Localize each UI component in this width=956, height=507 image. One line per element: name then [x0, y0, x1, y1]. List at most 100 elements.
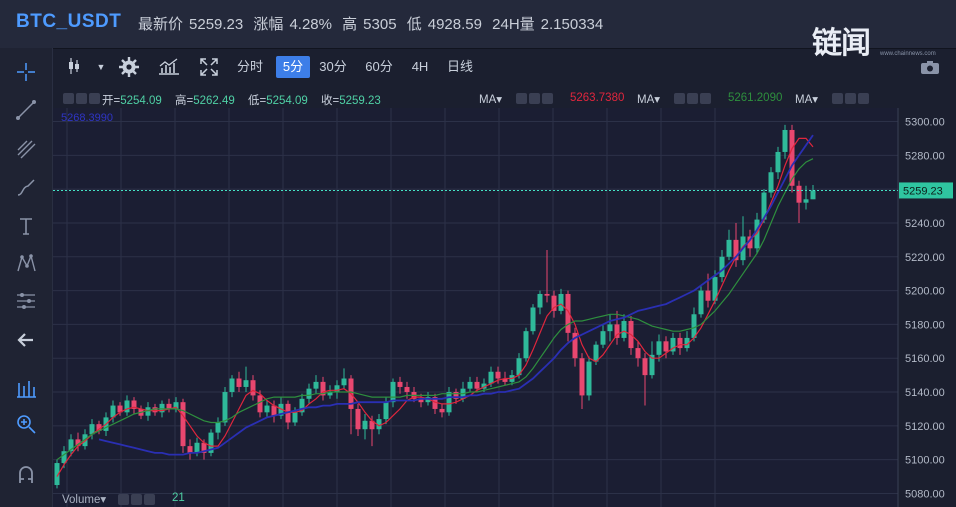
zoom-icon[interactable] [14, 412, 38, 436]
ma2-eye-icon[interactable] [674, 93, 685, 104]
candle-body [572, 332, 578, 359]
plot-background [53, 108, 898, 507]
tab-interval-60m[interactable]: 60分 [365, 59, 393, 74]
ma3-settings-icon[interactable] [845, 93, 856, 104]
close-label: 收= [321, 95, 340, 107]
candle-type-icon[interactable] [65, 56, 83, 78]
crosshair-icon[interactable] [14, 60, 38, 84]
candle-body [362, 420, 368, 430]
close-value: 5259.23 [339, 95, 381, 107]
tab-interval-4h[interactable]: 4H [411, 59, 429, 74]
candle-body [383, 402, 389, 420]
legend-settings-icon[interactable] [76, 93, 87, 104]
ma1-settings-icon[interactable] [529, 93, 540, 104]
candle-body [586, 361, 592, 396]
high-value: 5305 [363, 16, 397, 33]
ma2-close-icon[interactable] [700, 93, 711, 104]
indicator-icon[interactable] [14, 376, 38, 400]
open-label: 开= [102, 95, 121, 107]
candle-body [278, 403, 284, 416]
ma2-settings-icon[interactable] [687, 93, 698, 104]
chevron-down-icon[interactable]: ▼ [96, 62, 106, 72]
y-tick-label: 5280.00 [905, 150, 945, 162]
candle-body [712, 277, 718, 301]
fib-tool-icon[interactable] [14, 137, 38, 161]
candle-body [488, 371, 494, 384]
y-tick-label: 5300.00 [905, 117, 945, 129]
ma1-close-icon[interactable] [542, 93, 553, 104]
candle-body [684, 337, 690, 349]
tab-interval-timeshare[interactable]: 分时 [236, 59, 263, 74]
candle-body [761, 192, 767, 220]
ma1-label[interactable]: MA▾ [479, 94, 503, 106]
candle-body [131, 400, 137, 409]
candle-body [558, 293, 564, 311]
candle-body [551, 295, 557, 311]
candle-body [306, 388, 312, 399]
indicators-chart-icon[interactable] [157, 56, 181, 78]
candle-body [292, 412, 298, 423]
ohlc-legend: 开=5254.09 高=5262.49 低=5254.09 收=5259.23 … [53, 88, 956, 108]
candle-body [607, 324, 613, 332]
y-tick-label: 5200.00 [905, 286, 945, 298]
candle-body [215, 422, 221, 433]
candle-body [516, 358, 522, 376]
settings-gear-icon[interactable] [117, 56, 141, 78]
tab-interval-day[interactable]: 日线 [446, 59, 473, 74]
ma1-value: 5263.7380 [570, 92, 625, 104]
ma3-eye-icon[interactable] [832, 93, 843, 104]
ma1-eye-icon[interactable] [516, 93, 527, 104]
volume-eye-icon[interactable] [118, 494, 129, 505]
candle-body [397, 381, 403, 387]
low-label: 低= [248, 95, 267, 107]
ma2-label[interactable]: MA▾ [637, 94, 661, 106]
latest-label: 最新价 [138, 16, 184, 33]
ma3-label[interactable]: MA▾ [795, 94, 819, 106]
price-chart[interactable]: 5080.00 5100.00 5120.00 5140.00 5160.00 5180.… [53, 108, 956, 507]
legend-close-icon[interactable] [89, 93, 100, 104]
y-tick-label: 5160.00 [905, 353, 945, 365]
fullscreen-icon[interactable] [197, 56, 221, 78]
candle-body [418, 398, 424, 403]
candle-body [649, 354, 655, 376]
low-value: 4928.59 [427, 16, 482, 33]
y-tick-label: 5220.00 [905, 252, 945, 264]
current-price-tag [899, 182, 953, 199]
candle-body [775, 151, 781, 173]
candle-body [110, 405, 116, 418]
candle-body [257, 395, 263, 413]
header-bar: BTC_USDT 最新价 5259.23 涨幅 4.28% 高 5305 低 4928.… [0, 0, 956, 49]
pattern-tool-icon[interactable] [14, 251, 38, 275]
candle-body [663, 341, 669, 352]
candle-body [719, 256, 725, 278]
open-value: 5254.09 [120, 95, 162, 107]
back-arrow-icon[interactable] [14, 328, 38, 352]
pair-title[interactable]: BTC_USDT [16, 11, 122, 32]
y-tick-label: 5100.00 [905, 455, 945, 467]
candle-body [439, 408, 445, 413]
candle-body [495, 371, 501, 379]
volume-settings-icon[interactable] [131, 494, 142, 505]
magnet-icon[interactable] [14, 462, 38, 486]
high-value: 5262.49 [193, 95, 235, 107]
volume-close-icon[interactable] [144, 494, 155, 505]
tab-interval-5m[interactable]: 5分 [276, 56, 310, 78]
candle-body [677, 337, 683, 349]
candle-body [614, 324, 620, 338]
candle-body [271, 405, 277, 416]
measure-tool-icon[interactable] [14, 289, 38, 313]
volume-label[interactable]: Volume▾ [62, 494, 107, 506]
volume-value: 21 [172, 492, 185, 504]
tab-interval-30m[interactable]: 30分 [319, 59, 347, 74]
camera-icon[interactable] [921, 61, 939, 74]
ma3-close-icon[interactable] [858, 93, 869, 104]
y-tick-label: 5180.00 [905, 319, 945, 331]
brush-icon[interactable] [14, 175, 38, 199]
candle-body [446, 392, 452, 413]
candle-body [768, 172, 774, 193]
trendline-icon[interactable] [14, 98, 38, 122]
candle-body [299, 398, 305, 413]
text-tool-icon[interactable] [14, 214, 38, 238]
legend-eye-icon[interactable] [63, 93, 74, 104]
candle-body [75, 439, 81, 447]
